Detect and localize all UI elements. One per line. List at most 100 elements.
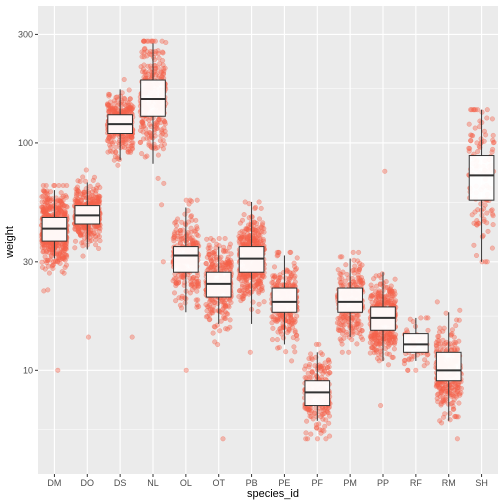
data-point — [344, 329, 350, 335]
data-point — [142, 154, 148, 160]
data-point — [484, 107, 490, 113]
data-point — [309, 356, 315, 362]
data-point — [106, 108, 112, 114]
data-point — [243, 274, 249, 280]
data-point — [251, 236, 257, 242]
data-point — [149, 69, 155, 76]
data-point — [440, 328, 446, 334]
data-point — [57, 199, 63, 205]
data-point — [261, 299, 267, 305]
data-point — [60, 247, 66, 253]
data-point — [327, 433, 333, 439]
data-point — [255, 278, 261, 284]
data-point — [56, 182, 62, 189]
data-point — [51, 243, 57, 249]
data-point — [39, 259, 45, 265]
data-point — [481, 138, 487, 144]
data-point — [106, 134, 112, 140]
data-point — [376, 352, 382, 358]
data-point — [217, 328, 223, 334]
data-point — [93, 188, 99, 194]
box-iqr — [173, 246, 199, 273]
data-point — [39, 194, 45, 200]
data-point — [475, 107, 481, 113]
data-point — [120, 109, 126, 115]
data-point — [174, 281, 180, 287]
data-point — [78, 226, 84, 232]
data-point — [353, 267, 359, 273]
data-point — [490, 222, 496, 228]
data-point — [45, 244, 51, 250]
data-point — [63, 245, 69, 252]
data-point — [440, 337, 446, 343]
data-point — [64, 252, 70, 258]
data-point — [75, 198, 81, 204]
data-point — [354, 322, 360, 328]
data-point — [456, 317, 462, 323]
data-point — [40, 187, 46, 194]
data-point — [312, 363, 318, 369]
data-point — [123, 103, 129, 109]
data-point — [443, 396, 449, 403]
data-point — [222, 235, 228, 242]
data-point — [122, 96, 128, 102]
data-point — [41, 209, 47, 215]
data-point — [85, 195, 91, 201]
data-point — [56, 203, 62, 209]
data-point — [163, 39, 169, 46]
data-point — [96, 199, 102, 205]
data-point — [40, 206, 46, 212]
data-point — [256, 232, 262, 238]
data-point — [434, 392, 440, 398]
data-point — [109, 105, 115, 111]
data-point — [97, 184, 103, 191]
data-point — [194, 224, 200, 230]
box-iqr — [271, 287, 298, 313]
data-point — [343, 262, 349, 268]
data-point — [78, 197, 85, 204]
data-point — [146, 117, 152, 123]
data-point — [256, 240, 262, 246]
data-point — [188, 229, 194, 235]
data-point — [77, 232, 83, 238]
data-point — [86, 238, 93, 244]
data-point — [490, 132, 496, 138]
data-point — [75, 178, 81, 184]
data-point — [258, 205, 264, 211]
data-point — [41, 208, 47, 214]
data-point — [50, 265, 56, 272]
data-point — [105, 149, 111, 155]
data-point — [442, 411, 448, 417]
data-point — [236, 276, 242, 282]
data-point — [275, 345, 281, 351]
data-point — [57, 203, 63, 210]
data-point — [124, 108, 130, 114]
data-point — [75, 200, 81, 206]
data-point — [93, 226, 99, 232]
data-point — [97, 193, 103, 200]
data-point — [42, 189, 48, 196]
data-point — [76, 227, 82, 233]
data-point — [451, 339, 457, 346]
data-point — [39, 245, 45, 251]
data-point — [40, 206, 46, 213]
data-point — [161, 180, 167, 186]
data-point — [92, 195, 98, 201]
data-point — [43, 209, 49, 215]
data-point — [179, 295, 185, 301]
data-point — [78, 225, 84, 231]
data-point — [80, 243, 86, 249]
data-point — [389, 288, 395, 294]
data-point — [238, 298, 244, 304]
data-point — [276, 278, 282, 284]
data-point — [48, 253, 54, 259]
data-point — [50, 250, 56, 256]
data-point — [372, 332, 378, 338]
data-point — [382, 168, 388, 174]
data-point — [110, 105, 116, 111]
data-point — [41, 209, 47, 215]
data-point — [60, 241, 66, 247]
data-point — [53, 258, 59, 264]
data-point — [91, 186, 97, 192]
data-point — [158, 69, 164, 75]
